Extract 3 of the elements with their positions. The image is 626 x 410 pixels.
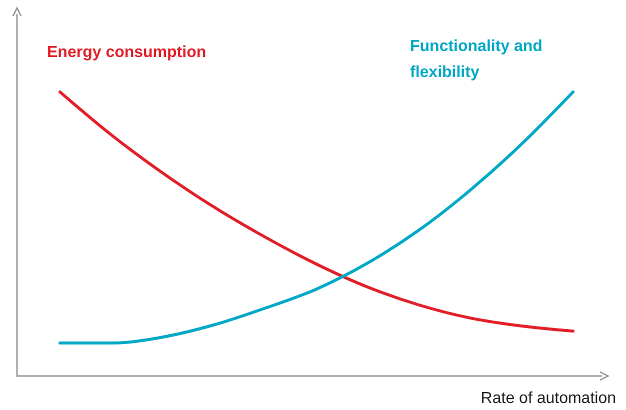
series-label: Functionality and flexibility xyxy=(410,38,542,81)
x-axis-title: Rate of automation xyxy=(480,390,616,407)
text: Energy consumption xyxy=(47,44,206,61)
